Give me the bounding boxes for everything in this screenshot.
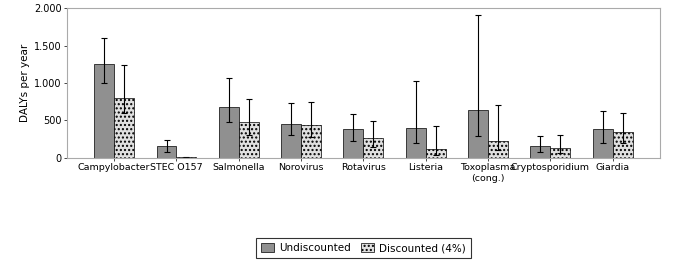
Bar [219, 107, 239, 158]
Bar [488, 141, 508, 158]
Bar [426, 149, 446, 158]
Bar [468, 110, 488, 158]
Bar [551, 148, 570, 158]
Bar [94, 64, 114, 158]
Bar [157, 146, 176, 158]
Bar [114, 98, 134, 158]
Legend: Undiscounted, Discounted (4%): Undiscounted, Discounted (4%) [256, 238, 471, 258]
Bar [176, 157, 197, 158]
Bar [363, 138, 384, 158]
Bar [239, 122, 258, 158]
Bar [301, 125, 321, 158]
Y-axis label: DALYs per year: DALYs per year [20, 44, 30, 122]
Bar [593, 129, 612, 158]
Bar [343, 129, 363, 158]
Bar [612, 132, 633, 158]
Bar [406, 128, 426, 158]
Bar [281, 124, 301, 158]
Bar [530, 146, 551, 158]
